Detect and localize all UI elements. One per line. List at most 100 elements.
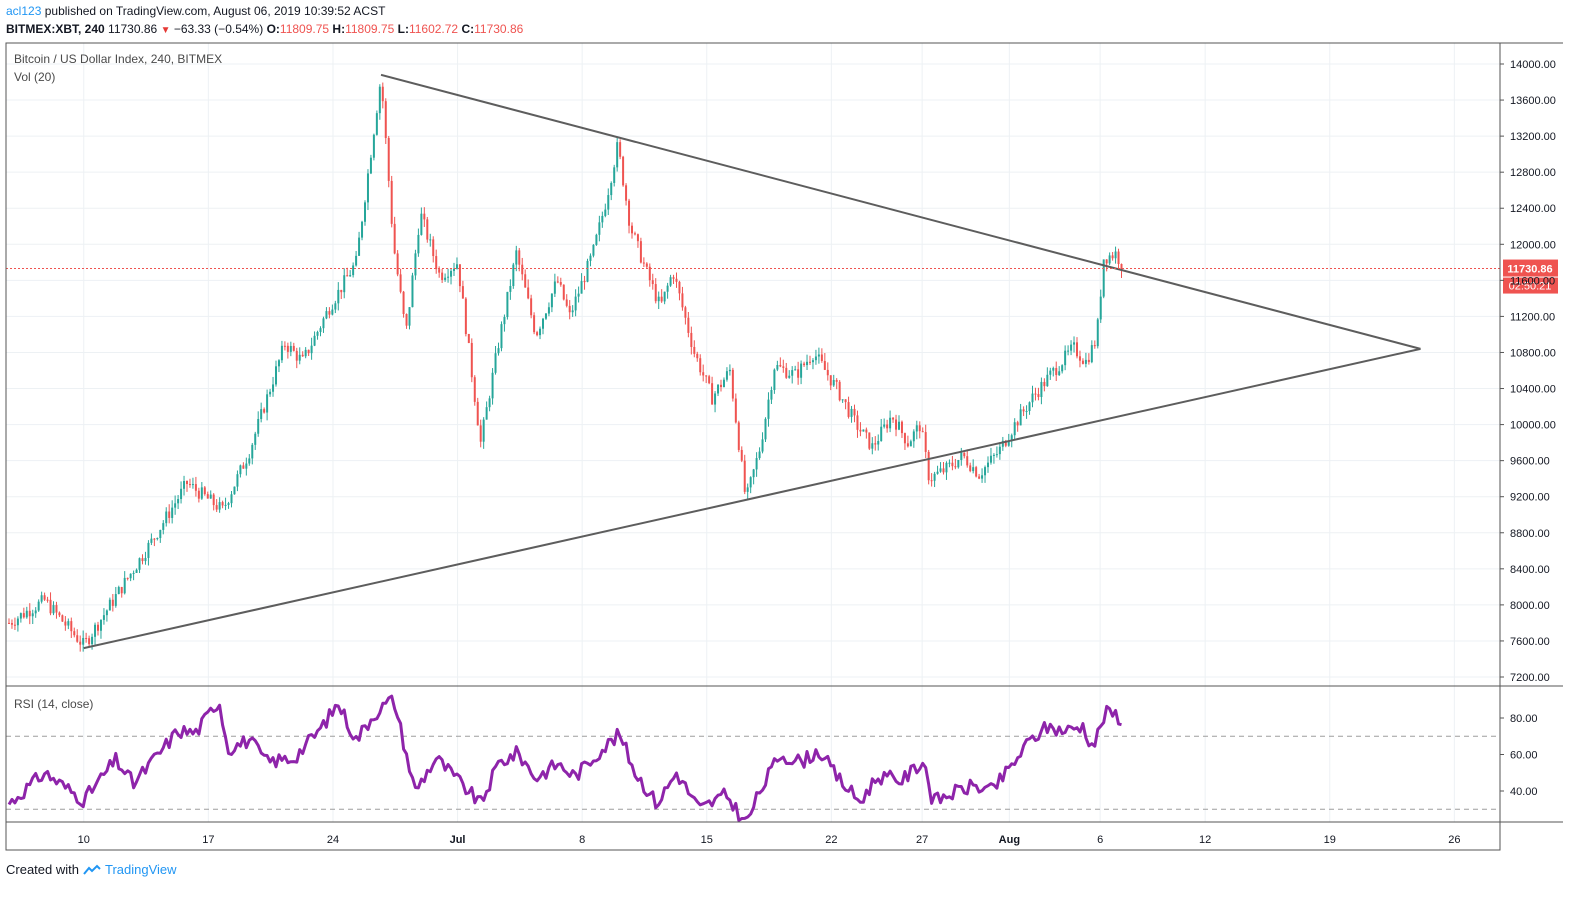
candle-body — [524, 274, 527, 288]
candle-body — [393, 223, 396, 254]
candle-body — [310, 345, 313, 354]
candle-body — [984, 467, 987, 476]
candle-body — [506, 291, 509, 318]
author-link[interactable]: acl123 — [6, 4, 42, 18]
candle-body — [174, 503, 177, 508]
candle-body — [203, 487, 206, 495]
candle-body — [1001, 440, 1004, 447]
candle-body — [853, 408, 856, 416]
published-text: published on TradingView.com, August 06,… — [44, 4, 386, 18]
candle-body — [1076, 342, 1078, 357]
candle-body — [509, 286, 512, 292]
candle-body — [672, 277, 675, 279]
candle-body — [402, 291, 405, 314]
candle-body — [687, 317, 690, 333]
candle-body — [1096, 319, 1099, 347]
last-price: 11730.86 — [108, 22, 158, 36]
candle-body — [188, 484, 191, 486]
tradingview-brand-link[interactable]: TradingView — [104, 862, 177, 877]
candle-body — [589, 255, 592, 261]
candle-body — [927, 451, 930, 481]
candle-body — [16, 618, 19, 626]
candle-body — [1102, 259, 1105, 297]
candle-body — [378, 86, 381, 114]
candle-body — [948, 462, 951, 464]
candle-body — [82, 638, 85, 645]
candle-body — [159, 529, 162, 539]
candle-body — [269, 391, 272, 395]
candle-body — [1016, 422, 1019, 426]
candle-body — [648, 266, 651, 281]
candle-body — [441, 272, 444, 280]
candle-body — [728, 369, 731, 372]
candle-body — [64, 621, 67, 626]
candle-body — [1099, 296, 1102, 320]
candle-body — [162, 523, 165, 530]
candle-body — [138, 558, 141, 570]
x-tick-label: 15 — [701, 834, 713, 846]
candle-body — [924, 432, 927, 452]
candle-body — [97, 624, 99, 631]
candle-body — [788, 375, 791, 378]
candle-body — [690, 332, 693, 347]
candle-body — [254, 433, 257, 445]
y-tick-label: 13200.00 — [1510, 131, 1556, 143]
candle-body — [236, 474, 239, 487]
candle-body — [542, 318, 544, 329]
candle-body — [491, 372, 494, 399]
y-tick-label: 11200.00 — [1510, 311, 1555, 323]
candle-body — [995, 454, 998, 456]
candle-body — [91, 636, 94, 645]
candle-body — [515, 250, 518, 265]
candle-body — [847, 402, 850, 417]
candle-body — [705, 375, 708, 377]
candle-body — [592, 244, 595, 256]
candle-body — [272, 384, 275, 392]
y-tick-label: 12400.00 — [1510, 203, 1556, 215]
quote-line: BITMEX:XBT, 240 11730.86 ▼ −63.33 (−0.54… — [6, 21, 523, 39]
candle-body — [892, 417, 895, 420]
candle-body — [257, 419, 260, 434]
candle-body — [79, 641, 82, 645]
footer: Created with TradingView — [6, 862, 177, 877]
candle-body — [874, 443, 877, 445]
candle-body — [307, 349, 310, 354]
candle-body — [147, 542, 150, 558]
candle-body — [28, 610, 31, 617]
candle-body — [1058, 371, 1061, 376]
candle-body — [636, 234, 639, 242]
candle-body — [319, 328, 322, 332]
candle-body — [206, 494, 209, 499]
change-value: −63.33 (−0.54%) — [173, 22, 264, 36]
candle-body — [227, 503, 230, 505]
candle-body — [497, 348, 500, 354]
candle-body — [725, 371, 728, 380]
y-tick-label: 10000.00 — [1510, 420, 1556, 432]
high-value: 11809.75 — [345, 22, 395, 36]
x-tick-label: 24 — [327, 834, 339, 846]
candle-body — [1114, 251, 1117, 259]
candle-body — [814, 356, 817, 361]
publish-header: acl123 published on TradingView.com, Aug… — [6, 3, 385, 20]
candle-body — [117, 587, 120, 595]
candle-body — [289, 345, 292, 352]
open-value: 11809.75 — [279, 22, 330, 36]
candle-body — [1031, 393, 1034, 403]
candle-body — [251, 444, 254, 459]
candle-body — [13, 624, 16, 626]
candle-body — [283, 345, 286, 347]
candle-body — [1105, 259, 1108, 264]
candle-body — [171, 507, 174, 518]
candle-body — [105, 610, 108, 616]
candle-body — [405, 313, 408, 326]
candle-body — [749, 477, 752, 488]
candle-body — [811, 360, 814, 363]
candle-body — [527, 287, 530, 299]
candle-body — [553, 281, 556, 294]
candle-body — [67, 621, 70, 626]
axes-layer — [5, 42, 1563, 851]
candle-body — [841, 399, 844, 401]
candle-body — [123, 577, 126, 594]
candle-body — [826, 369, 829, 376]
candle-body — [429, 239, 432, 241]
